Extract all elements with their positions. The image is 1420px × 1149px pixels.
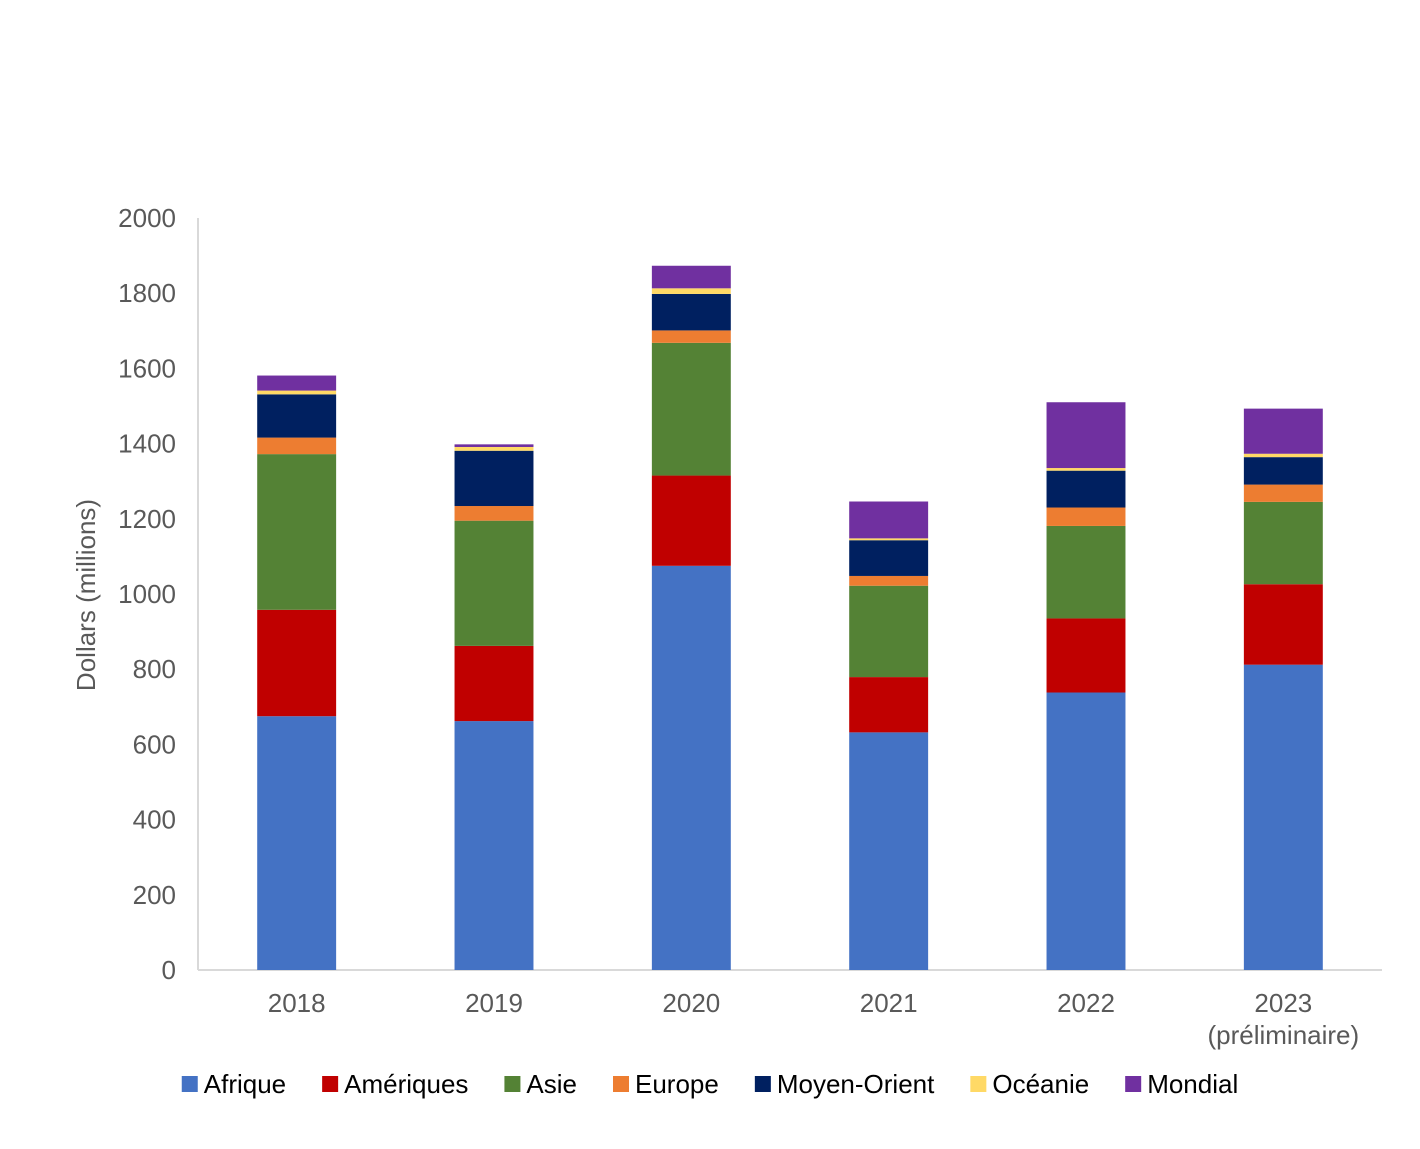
bar-segment [257,716,337,970]
bar-segment [257,394,337,438]
x-tick-label: 2019 [465,988,523,1018]
bar-segment [1243,453,1323,458]
legend-swatch [970,1076,987,1092]
bar-segment [651,293,731,331]
x-tick-label: 2020 [662,988,720,1018]
bar-segment [257,375,337,391]
bar-segment [1243,484,1323,502]
bar-segment [1046,692,1126,970]
bar-segment [651,475,731,566]
bar-segment [1046,507,1126,526]
legend-swatch [613,1076,629,1092]
bar-segment [849,677,929,733]
legend-swatch [322,1076,339,1092]
bar-segment [454,520,534,646]
y-axis-title: Dollars (millions) [71,499,101,691]
y-tick-label: 0 [162,955,176,985]
y-tick-label: 1200 [118,504,176,534]
bar-segment [1243,408,1323,454]
bar-segment [1243,584,1323,665]
bar-segment [1046,618,1126,693]
bar-segment [651,565,731,970]
y-tick-label: 1000 [118,579,176,609]
bar-segment [1046,470,1126,508]
bar-segment [454,721,534,970]
bar-segment [454,446,534,451]
bar-segment [454,444,534,447]
bar-segment [454,645,534,722]
bar-segment [454,450,534,507]
bar-segment [1046,402,1126,469]
legend-label: Asie [526,1069,577,1099]
legend-label: Océanie [992,1069,1089,1099]
x-tick-label: 2018 [268,988,326,1018]
x-tick-label: (préliminaire) [1207,1020,1359,1050]
legend-label: Europe [635,1069,719,1099]
bar-segment [849,538,929,541]
bar-segment [651,265,731,289]
legend-label: Mondial [1147,1069,1238,1099]
y-tick-label: 1800 [118,278,176,308]
bar-segment [849,732,929,970]
y-tick-label: 600 [133,729,176,759]
legend-swatch [504,1076,521,1092]
y-tick-label: 200 [133,880,176,910]
bar-segment [1243,664,1323,970]
legend-label: Amériques [344,1069,468,1099]
y-tick-label: 800 [133,654,176,684]
bar-segment [257,390,337,395]
bar-segment [651,342,731,476]
bar-segment [849,501,929,539]
axes [197,218,1382,971]
bar-segment [1243,501,1323,585]
tick-labels: 0 200 400 600 800 1000 1200 1400 1600 1800 2000 201… [118,203,1359,1050]
legend-label: Moyen-Orient [777,1069,935,1099]
bar-segment [651,288,731,294]
bar-segment [257,437,337,455]
legend-swatch [1125,1076,1142,1092]
bar-segment [651,330,731,343]
bar-segment [849,540,929,576]
legend-label: Afrique [204,1069,286,1099]
legend-swatch [754,1076,771,1092]
y-tick-label: 400 [133,805,176,835]
y-tick-label: 1600 [118,353,176,383]
bar-segment [849,575,929,586]
bar-segment [454,506,534,521]
bar-segment [1046,525,1126,619]
bars [257,265,1323,970]
bar-segment [1243,457,1323,485]
y-tick-label: 1400 [118,429,176,459]
legend-swatch [181,1076,198,1092]
bar-segment [1046,468,1126,471]
bar-segment [257,609,337,717]
bar-segment [257,454,337,610]
x-tick-label: 2023 [1254,988,1312,1018]
x-tick-label: 2021 [860,988,918,1018]
legend: Afrique Amériques Asie Europe Moyen-Orient Oc… [181,1069,1238,1099]
y-tick-label: 2000 [118,203,176,233]
bar-segment [849,585,929,678]
x-tick-label: 2022 [1057,988,1115,1018]
